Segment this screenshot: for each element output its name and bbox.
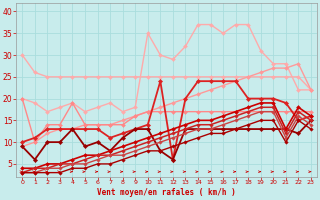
- X-axis label: Vent moyen/en rafales ( km/h ): Vent moyen/en rafales ( km/h ): [97, 188, 236, 197]
